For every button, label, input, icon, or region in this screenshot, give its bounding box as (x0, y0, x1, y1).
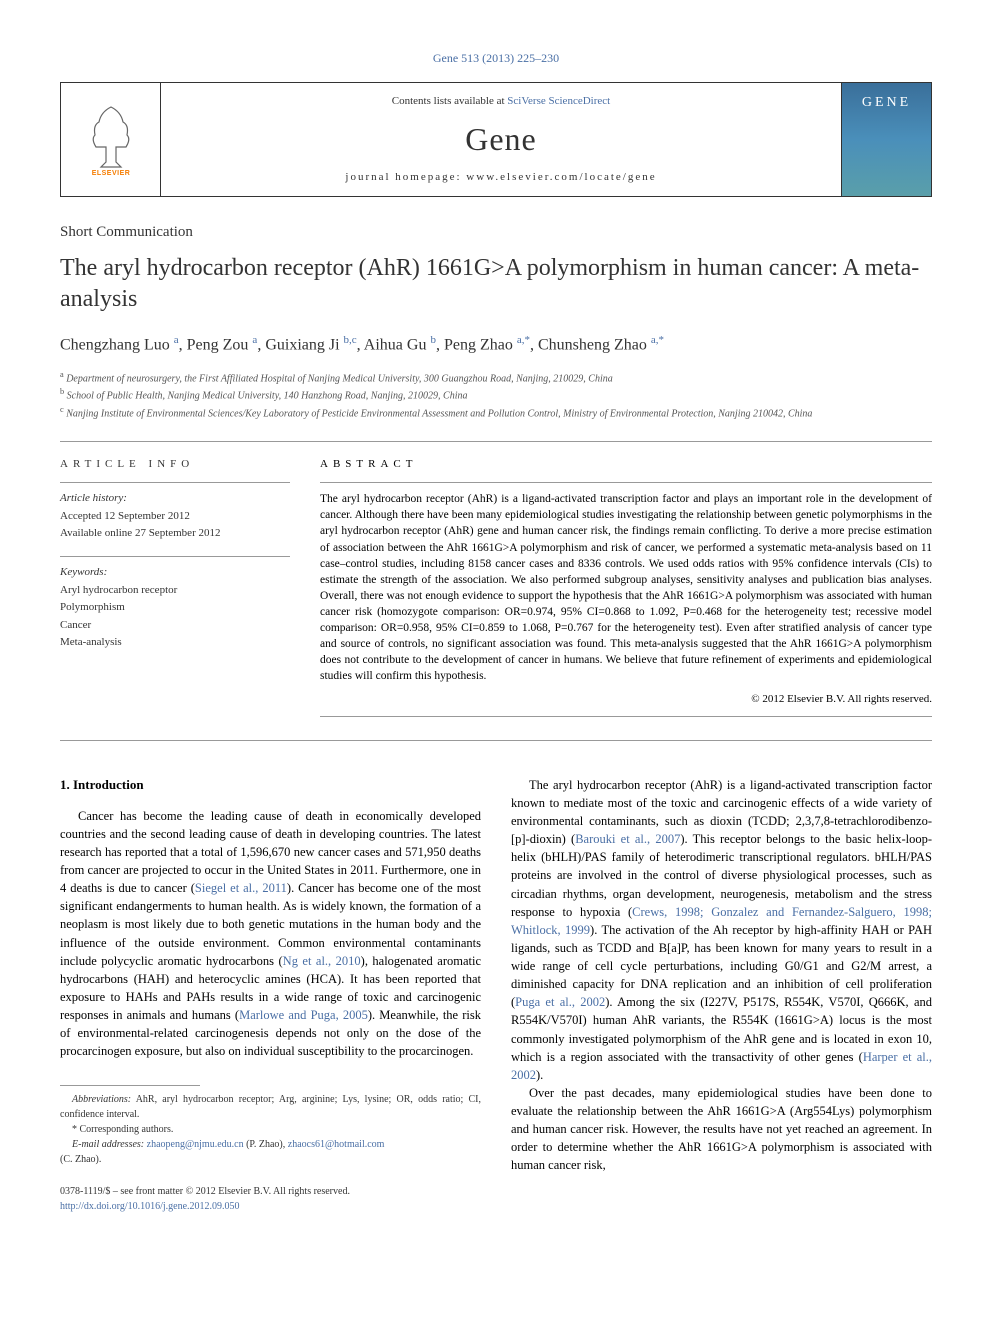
email-name: (C. Zhao). (60, 1152, 481, 1167)
article-title: The aryl hydrocarbon receptor (AhR) 1661… (60, 253, 932, 315)
doi-link[interactable]: http://dx.doi.org/10.1016/j.gene.2012.09… (60, 1200, 481, 1215)
article-info-heading: ARTICLE INFO (60, 457, 290, 472)
body-paragraph: Cancer has become the leading cause of d… (60, 807, 481, 1061)
divider (320, 716, 932, 717)
abstract-text: The aryl hydrocarbon receptor (AhR) is a… (320, 491, 932, 684)
affiliation: b School of Public Health, Nanjing Medic… (60, 386, 932, 403)
abbreviations-line: Abbreviations: AhR, aryl hydrocarbon rec… (60, 1092, 481, 1122)
history-label: Article history: (60, 491, 290, 506)
emails-line: E-mail addresses: zhaopeng@njmu.edu.cn (… (60, 1137, 481, 1152)
section-heading-intro: 1. Introduction (60, 776, 481, 795)
tree-icon: ELSEVIER (81, 97, 141, 182)
keyword: Aryl hydrocarbon receptor (60, 583, 290, 598)
affiliations: a Department of neurosurgery, the First … (60, 369, 932, 421)
cover-label: GENE (862, 93, 911, 113)
divider (60, 556, 290, 557)
abstract-copyright: © 2012 Elsevier B.V. All rights reserved… (320, 692, 932, 707)
journal-reference: Gene 513 (2013) 225–230 (60, 50, 932, 67)
article-type: Short Communication (60, 222, 932, 243)
footnotes: Abbreviations: AhR, aryl hydrocarbon rec… (60, 1092, 481, 1167)
keyword: Meta-analysis (60, 635, 290, 650)
contents-available-line: Contents lists available at SciVerse Sci… (392, 94, 610, 109)
elsevier-tree-logo: ELSEVIER (61, 83, 161, 196)
body-right-column: The aryl hydrocarbon receptor (AhR) is a… (511, 776, 932, 1215)
body-paragraph: The aryl hydrocarbon receptor (AhR) is a… (511, 776, 932, 1084)
divider (60, 740, 932, 741)
sciencedirect-link[interactable]: SciVerse ScienceDirect (507, 95, 610, 107)
divider (60, 441, 932, 442)
email-link[interactable]: zhaopeng@njmu.edu.cn (147, 1139, 244, 1150)
issn-line: 0378-1119/$ – see front matter © 2012 El… (60, 1185, 481, 1200)
email-link[interactable]: zhaocs61@hotmail.com (288, 1139, 385, 1150)
keyword: Cancer (60, 618, 290, 633)
footnote-divider (60, 1085, 200, 1086)
authors-line: Chengzhang Luo a, Peng Zou a, Guixiang J… (60, 333, 932, 357)
contents-text: Contents lists available at (392, 95, 507, 107)
online-date: Available online 27 September 2012 (60, 526, 290, 541)
abstract-heading: ABSTRACT (320, 457, 932, 472)
divider (60, 482, 290, 483)
journal-banner: ELSEVIER Contents lists available at Sci… (60, 82, 932, 197)
body-paragraph: Over the past decades, many epidemiologi… (511, 1084, 932, 1175)
journal-cover-thumb: GENE (841, 83, 931, 196)
affiliation: a Department of neurosurgery, the First … (60, 369, 932, 386)
affiliation: c Nanjing Institute of Environmental Sci… (60, 404, 932, 421)
journal-homepage: journal homepage: www.elsevier.com/locat… (345, 170, 656, 185)
divider (320, 482, 932, 483)
keyword: Polymorphism (60, 600, 290, 615)
svg-text:ELSEVIER: ELSEVIER (91, 170, 130, 177)
accepted-date: Accepted 12 September 2012 (60, 509, 290, 524)
corresponding-line: * Corresponding authors. (60, 1122, 481, 1137)
journal-name: Gene (465, 117, 537, 162)
abstract-column: ABSTRACT The aryl hydrocarbon receptor (… (320, 457, 932, 725)
article-info-column: ARTICLE INFO Article history: Accepted 1… (60, 457, 290, 725)
keywords-label: Keywords: (60, 565, 290, 580)
body-left-column: 1. Introduction Cancer has become the le… (60, 776, 481, 1215)
